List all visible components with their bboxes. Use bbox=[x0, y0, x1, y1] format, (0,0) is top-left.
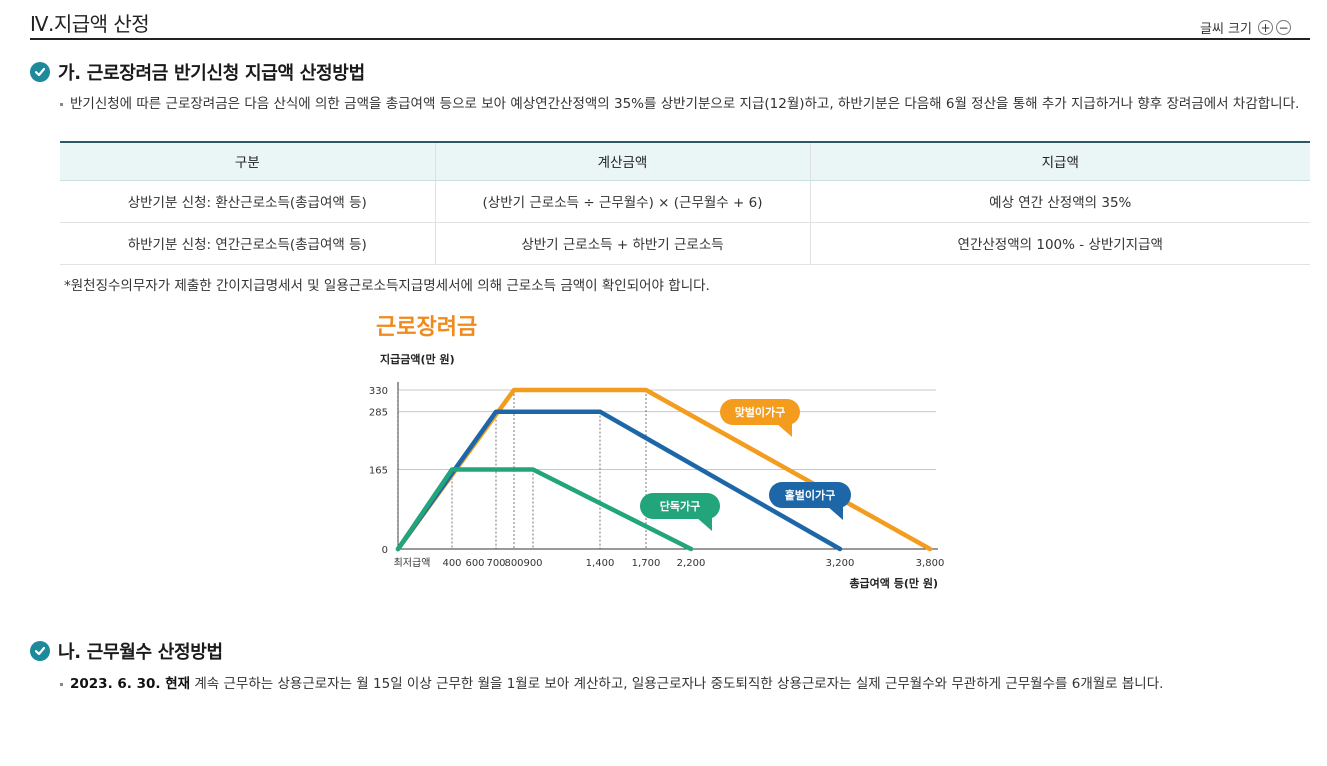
chart-x-label: 총급여액 등(만 원) bbox=[849, 576, 938, 590]
chart-x-tick-label: 2,200 bbox=[677, 558, 706, 569]
chart-legend-bubble bbox=[640, 493, 720, 519]
calculation-table: 구분 계산금액 지급액 상반기분 신청: 환산근로소득(총급여액 등) (상반기… bbox=[60, 141, 1310, 265]
chart-legend-bubble bbox=[720, 399, 800, 425]
font-increase-button[interactable]: + bbox=[1257, 20, 1273, 35]
table-row: 상반기분 신청: 환산근로소득(총급여액 등) (상반기 근로소득 ÷ 근무월수… bbox=[60, 180, 1310, 223]
chart-legend-bubble-tail bbox=[696, 517, 712, 531]
font-size-label: 글씨 크기 bbox=[1200, 22, 1252, 37]
table-header-row: 구분 계산금액 지급액 bbox=[60, 141, 1310, 181]
section-b-heading: 나. 근무월수 산정방법 bbox=[30, 638, 223, 664]
section-a-title: 가. 근로장려금 반기신청 지급액 산정방법 bbox=[58, 63, 365, 84]
chart-legend-bubble-tail bbox=[827, 506, 843, 520]
chart-title: 근로장려금 bbox=[376, 315, 477, 340]
section-a-heading: 가. 근로장려금 반기신청 지급액 산정방법 bbox=[30, 59, 365, 85]
footnote: *원천징수의무자가 제출한 간이지급명세서 및 일용근로소득지급명세서에 의해 … bbox=[64, 278, 710, 294]
table-cell: 연간산정액의 100% - 상반기지급액 bbox=[809, 222, 1310, 265]
section-b-title: 나. 근무월수 산정방법 bbox=[58, 642, 223, 663]
chart-x-tick-label: 800 bbox=[504, 558, 523, 569]
table-cell: 상반기 근로소득 + 하반기 근로소득 bbox=[434, 222, 810, 265]
section-a-paragraph: 반기신청에 따른 근로장려금은 다음 산식에 의한 금액을 총급여액 등으로 보… bbox=[60, 94, 1310, 115]
table-cell: (상반기 근로소득 ÷ 근무월수) × (근무월수 + 6) bbox=[434, 180, 810, 223]
check-circle-icon bbox=[30, 641, 50, 661]
chart-x-tick-label: 400 bbox=[442, 558, 461, 569]
table-header: 지급액 bbox=[809, 141, 1310, 181]
chart-x-tick-label: 600 bbox=[465, 558, 484, 569]
page-title: Ⅳ.지급액 산정 bbox=[30, 12, 150, 36]
chart-series-line bbox=[395, 409, 843, 552]
chart-x-tick-label: 최저급액 bbox=[394, 557, 431, 569]
chart-y-label: 지급금액(만 원) bbox=[380, 352, 455, 366]
chart-x-tick-label: 3,800 bbox=[916, 558, 945, 569]
chart-legend-bubble bbox=[769, 482, 851, 508]
chart-x-tick-label: 700 bbox=[486, 558, 505, 569]
date-emphasis: 2023. 6. 30. 현재 bbox=[70, 676, 191, 692]
title-divider bbox=[30, 38, 1310, 40]
chart-legend-bubble-tail bbox=[776, 423, 792, 437]
table-header: 계산금액 bbox=[434, 141, 810, 181]
font-decrease-button[interactable]: − bbox=[1275, 20, 1291, 35]
chart-x-tick-label: 1,400 bbox=[586, 558, 615, 569]
section-b-paragraph: 2023. 6. 30. 현재 계속 근무하는 상용근로자는 월 15일 이상 … bbox=[60, 674, 1310, 695]
chart-legend-label: 홑벌이가구 bbox=[785, 488, 836, 502]
table-cell: 예상 연간 산정액의 35% bbox=[809, 180, 1310, 223]
font-size-control: 글씨 크기 + − bbox=[1200, 18, 1291, 37]
check-circle-icon bbox=[30, 62, 50, 82]
chart-x-tick-label: 900 bbox=[523, 558, 542, 569]
table-cell: 상반기분 신청: 환산근로소득(총급여액 등) bbox=[60, 180, 435, 223]
chart-y-tick-label: 0 bbox=[382, 545, 388, 556]
section-b-text: 계속 근무하는 상용근로자는 월 15일 이상 근무한 월을 1월로 보아 계산… bbox=[190, 676, 1164, 692]
chart-legend-label: 맞벌이가구 bbox=[735, 405, 786, 419]
chart-y-tick-label: 285 bbox=[369, 408, 388, 419]
chart-x-tick-label: 1,700 bbox=[632, 558, 661, 569]
chart-y-tick-label: 330 bbox=[369, 386, 388, 397]
chart-y-tick-label: 165 bbox=[369, 466, 388, 477]
chart-x-tick-label: 3,200 bbox=[826, 558, 855, 569]
table-cell: 하반기분 신청: 연간근로소득(총급여액 등) bbox=[60, 222, 435, 265]
chart-legend-label: 단독가구 bbox=[660, 499, 700, 513]
table-row: 하반기분 신청: 연간근로소득(총급여액 등) 상반기 근로소득 + 하반기 근… bbox=[60, 222, 1310, 265]
table-header: 구분 bbox=[60, 141, 435, 181]
chart-series-line bbox=[395, 467, 694, 552]
